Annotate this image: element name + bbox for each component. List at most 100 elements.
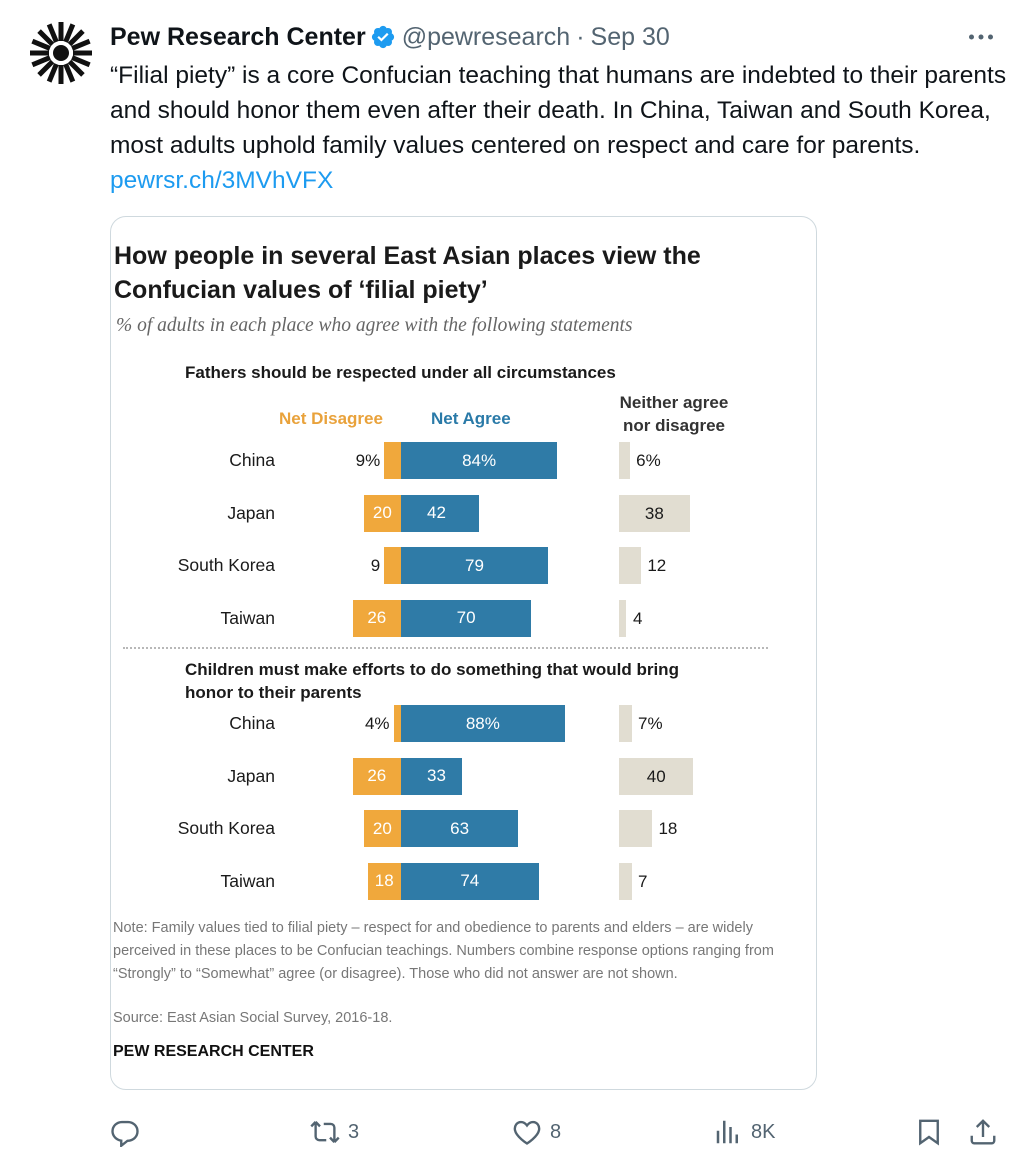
disagree-value-label: 18 [374,871,394,890]
neither-value-label: 18 [658,819,678,838]
neither-value-label: 6% [636,451,661,470]
retweet-icon [310,1121,340,1143]
verified-badge-icon [371,25,394,49]
chart-note: Note: Family values tied to filial piety… [113,920,774,982]
legend-neither-line1: Neither agree [619,393,729,412]
logo-ray [63,23,76,43]
disagree-bar: 18 [367,862,401,900]
neither-bar [619,494,690,532]
neither-value-label: 40 [646,766,666,786]
logo-ray [63,63,76,83]
agree-value-label: 84% [462,450,497,470]
neither-value-label: 7 [638,871,648,891]
like-count: 8 [550,1120,562,1143]
agree-bar: 74 [401,862,539,900]
chart-subtitle: % of adults in each place who agree with… [116,315,633,336]
disagree-value-label: 4% [364,714,390,733]
disagree-bar [393,705,401,742]
logo-ray [67,59,85,77]
tweet-link[interactable]: pewrsr.ch/3MVhVFX [110,167,334,194]
section-divider [123,647,768,649]
neither-bar [619,810,653,847]
country-label: Taiwan [220,870,275,891]
disagree-bar [384,547,401,584]
logo-ray [71,55,91,68]
views-count: 8K [751,1120,776,1143]
bookmark-icon [919,1119,939,1146]
agree-bar: 79 [401,547,548,584]
tweet-text: “Filial piety” is a core Confucian teach… [110,58,1010,198]
neither-bar [619,705,633,742]
disagree-bar: 26 [352,757,401,795]
neither-bar [619,862,633,900]
avatar[interactable] [28,20,94,86]
neither-value-label: 12 [647,556,667,575]
legend-neither-line2: nor disagree [622,416,726,435]
bookmark-button[interactable] [914,1112,944,1152]
share-button[interactable] [968,1112,998,1152]
legend-neither: Neither agree nor disagree [614,391,734,437]
logo-ray [71,38,91,51]
agree-bar: 42 [401,494,480,532]
section-title-line: honor to their parents [185,683,362,702]
logo-ray [46,23,59,43]
heart-icon [513,1120,541,1145]
country-label: China [229,450,275,470]
separator-dot: · [576,22,585,51]
section-title-fathers: Fathers should be respected under all ci… [185,361,616,384]
agree-value-label: 42 [427,503,446,522]
tweet-date[interactable]: Sep 30 [590,22,670,51]
like-button[interactable]: 8 [512,1112,561,1152]
retweet-button[interactable]: 3 [310,1112,359,1152]
logo-ray [37,59,55,77]
agree-bar: 33 [401,757,463,795]
agree-bar: 70 [401,599,532,637]
disagree-bar [384,442,401,479]
agree-bar: 84% [401,442,558,479]
logo-ray [46,63,59,83]
disagree-value-label: 9% [355,451,381,470]
retweet-count: 3 [348,1120,360,1143]
agree-bar: 63 [401,810,519,847]
neither-value-label: 7% [638,714,663,733]
section-title-line: Fathers should be respected under all ci… [185,363,616,382]
reply-button[interactable] [110,1112,140,1152]
views-button[interactable]: 8K [713,1112,775,1152]
agree-value-label: 33 [427,766,446,785]
disagree-value-label: 20 [372,818,392,838]
author-name[interactable]: Pew Research Center [110,22,366,51]
neither-bar [619,757,694,795]
neither-bar [619,599,627,637]
chart-title: How people in several East Asian places … [114,242,701,304]
disagree-value-label: 9 [370,556,381,575]
country-label: Japan [227,502,275,523]
chart-source: Source: East Asian Social Survey, 2016-1… [113,1010,393,1026]
agree-value-label: 63 [450,818,470,838]
legend-net-agree: Net Agree [431,409,511,428]
section-title-line: Children must make efforts to do somethi… [185,660,679,679]
chart-image-card[interactable]: How people in several East Asian places … [110,216,817,1090]
more-dots-icon [969,34,993,40]
agree-value-label: 74 [460,871,480,890]
pew-logo-icon [30,22,92,84]
neither-value-label: 38 [644,503,664,523]
legend-net-disagree: Net Disagree [279,409,383,428]
more-options-button[interactable] [964,20,998,54]
chart-brand: PEW RESEARCH CENTER [113,1043,314,1060]
action-bar: 3 8 8K [0,1112,1026,1152]
country-label: Taiwan [220,607,275,628]
views-icon [716,1120,738,1144]
tweet-header: Pew Research Center @pewresearch · Sep 3… [110,20,670,54]
neither-value-label: 4 [633,608,643,628]
logo-ray [31,38,51,51]
agree-value-label: 88% [465,713,500,733]
disagree-value-label: 26 [367,608,387,627]
author-handle[interactable]: @pewresearch [401,22,571,51]
tweet-body: “Filial piety” is a core Confucian teach… [110,62,1007,159]
disagree-value-label: 26 [367,766,387,785]
country-label: China [229,713,275,733]
logo-ray [31,55,51,68]
country-label: South Korea [177,555,275,575]
logo-ray [67,29,85,47]
agree-bar: 88% [401,705,565,742]
